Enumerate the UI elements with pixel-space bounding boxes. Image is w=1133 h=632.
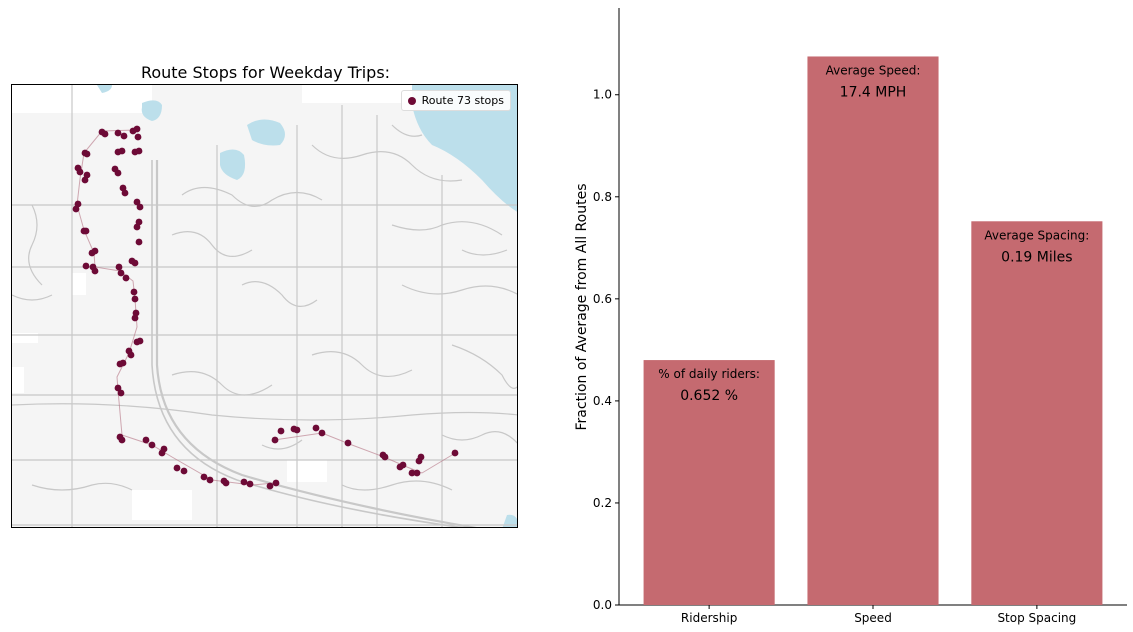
stop-marker: [130, 288, 138, 296]
bar-annotation-value: 0.19 Miles: [1001, 249, 1072, 265]
stop-marker: [115, 263, 123, 271]
stop-marker: [114, 384, 122, 392]
stop-marker: [133, 198, 141, 206]
stop-marker: [413, 469, 421, 477]
stop-marker: [417, 453, 425, 461]
map-legend: Route 73 stops: [400, 90, 511, 111]
stop-marker: [408, 469, 416, 477]
stop-marker: [82, 262, 90, 270]
stop-marker: [118, 147, 126, 155]
stop-marker: [451, 449, 459, 457]
legend-marker: [407, 96, 416, 105]
bar-ridership: [643, 360, 775, 605]
bar-speed: [807, 56, 939, 605]
route-line: [76, 129, 275, 486]
x-tick-label: Ridership: [681, 611, 737, 625]
stop-marker: [206, 476, 214, 484]
stop-marker: [266, 482, 274, 490]
map-title: Route Stops for Weekday Trips:: [140, 63, 391, 82]
stop-marker: [134, 133, 142, 141]
stop-marker: [293, 426, 301, 434]
bar-chart: 0.0 0.2 0.4 0.6 0.8 1.0 Ridership Speed Stop Spa…: [574, 8, 1127, 625]
stop-marker: [142, 436, 150, 444]
stop-marker: [160, 445, 168, 453]
stop-marker: [135, 147, 143, 155]
stop-marker: [121, 189, 129, 197]
stop-marker: [91, 267, 99, 275]
route-map[interactable]: Route 73 stops: [11, 84, 518, 528]
stop-marker: [120, 132, 128, 140]
y-tick-label: 0.6: [593, 292, 612, 306]
x-tick-label: Stop Spacing: [997, 611, 1076, 625]
stop-marker: [101, 130, 109, 138]
stop-marker: [117, 269, 125, 277]
stop-marker: [148, 441, 156, 449]
stop-marker: [272, 479, 280, 487]
y-tick-label: 0.4: [593, 394, 612, 408]
bar-annotation-value: 0.652 %: [680, 388, 738, 404]
stop-marker: [76, 168, 84, 176]
route-stops: [72, 125, 459, 490]
chart-annotations: % of daily riders: 0.652 % Average Speed: 1…: [658, 63, 1089, 404]
stop-marker: [131, 295, 139, 303]
stop-marker: [133, 223, 141, 231]
stop-marker: [399, 461, 407, 469]
stop-marker: [277, 427, 285, 435]
stop-marker: [222, 479, 230, 487]
chart-axes: 0.0 0.2 0.4 0.6 0.8 1.0 Ridership Speed Stop Spa…: [593, 8, 1127, 625]
stop-marker: [133, 338, 141, 346]
road-network: [12, 85, 517, 527]
map-canvas: [12, 85, 517, 527]
stop-marker: [117, 389, 125, 397]
stop-marker: [173, 464, 181, 472]
stop-marker: [131, 259, 139, 267]
stop-marker: [91, 247, 99, 255]
bar-annotation-label: Average Spacing:: [984, 228, 1089, 242]
y-axis-label: Fraction of Average from All Routes: [574, 184, 590, 431]
stop-marker: [114, 129, 122, 137]
stop-marker: [122, 274, 130, 282]
stop-marker: [312, 424, 320, 432]
bar-annotation-label: Average Speed:: [826, 63, 921, 77]
stop-marker: [180, 467, 188, 475]
y-tick-label: 0.8: [593, 190, 612, 204]
stop-marker: [318, 429, 326, 437]
stop-marker: [135, 238, 143, 246]
chart-bars: [643, 56, 1103, 606]
bar-annotation-label: % of daily riders:: [658, 367, 760, 381]
stop-marker: [246, 480, 254, 488]
stop-marker: [133, 125, 141, 133]
stop-marker: [271, 436, 279, 444]
stop-marker: [72, 205, 80, 213]
stop-marker: [344, 439, 352, 447]
stop-marker: [127, 351, 135, 359]
stop-marker: [83, 150, 91, 158]
legend-label: Route 73 stops: [421, 94, 504, 107]
y-tick-label: 0.0: [593, 598, 612, 612]
bar-annotation-value: 17.4 MPH: [840, 84, 907, 100]
stop-marker: [136, 203, 144, 211]
bar-stop-spacing: [971, 221, 1103, 606]
stop-marker: [131, 314, 139, 322]
stop-marker: [114, 169, 122, 177]
stop-marker: [116, 360, 124, 368]
stop-marker: [81, 176, 89, 184]
stop-marker: [118, 436, 126, 444]
y-tick-label: 0.2: [593, 496, 612, 510]
stop-marker: [82, 227, 90, 235]
x-tick-label: Speed: [854, 611, 892, 625]
y-tick-label: 1.0: [593, 88, 612, 102]
water-bodies: [97, 85, 517, 527]
stop-marker: [240, 478, 248, 486]
stop-marker: [200, 473, 208, 481]
stop-marker: [381, 453, 389, 461]
